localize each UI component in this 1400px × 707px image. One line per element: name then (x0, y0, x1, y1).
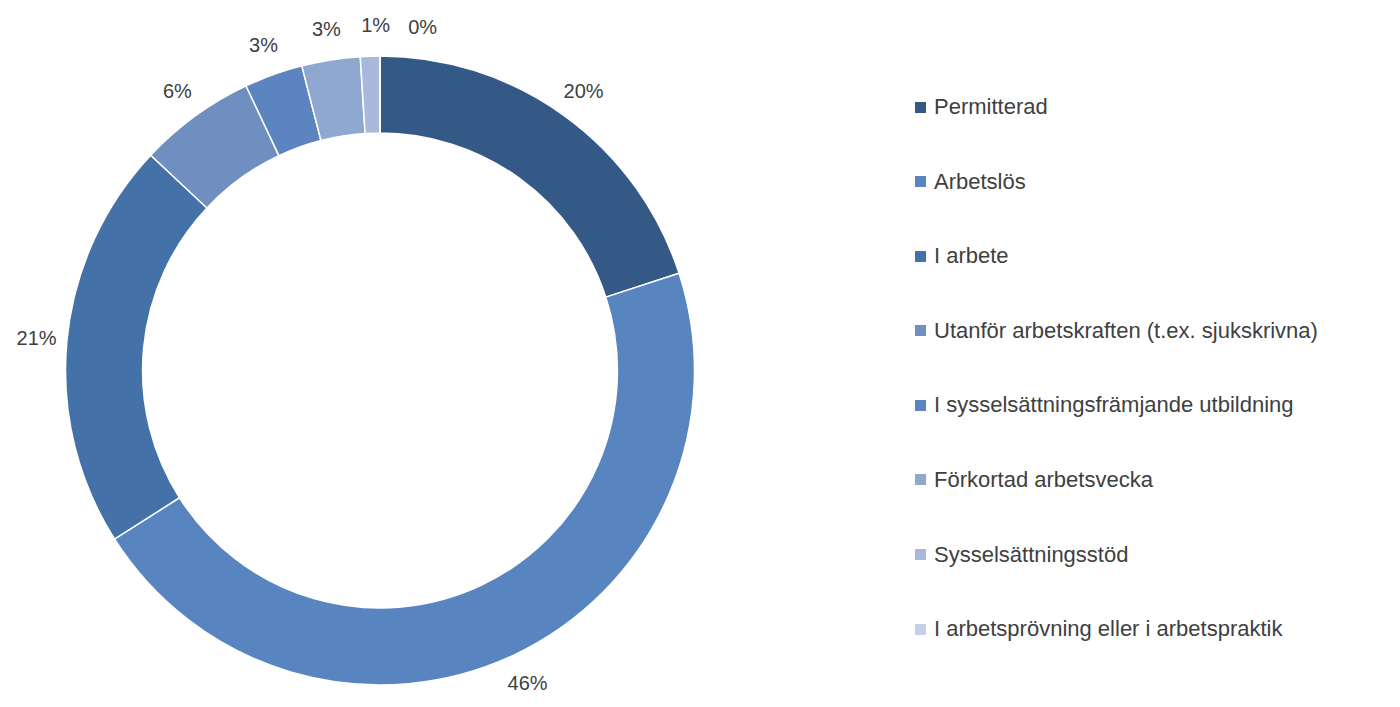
html-text:Förkortad arbetsvecka: Förkortad arbetsvecka (934, 467, 1153, 492)
html-text:I arbete: I arbete (934, 243, 1009, 269)
svg-text:46%: 46% (508, 672, 548, 694)
svg-text:21%: 21% (17, 327, 57, 349)
svg-text:1%: 1% (361, 14, 390, 36)
svg-text:0%: 0% (408, 16, 437, 38)
html-text:Arbetslös: Arbetslös (934, 168, 1026, 194)
html-text:Sysselsättningsstöd: Sysselsättningsstöd (934, 541, 1129, 567)
html-text:I sysselsättningsfrämjande utb: I sysselsättningsfrämjande utbildning (934, 392, 1294, 418)
html-text:I arbetsprövning eller i arbet: I arbetsprövning eller i arbetspraktik (934, 616, 1283, 642)
svg-text:6%: 6% (163, 80, 192, 102)
svg-text:20%: 20% (564, 80, 604, 102)
svg-text:3%: 3% (312, 18, 341, 40)
html-text:Permitterad: Permitterad (934, 94, 1048, 119)
svg-text:3%: 3% (249, 34, 278, 56)
html-text:Utanför arbetskraften (t.ex. s: Utanför arbetskraften (t.ex. sjukskrivna… (934, 317, 1318, 343)
